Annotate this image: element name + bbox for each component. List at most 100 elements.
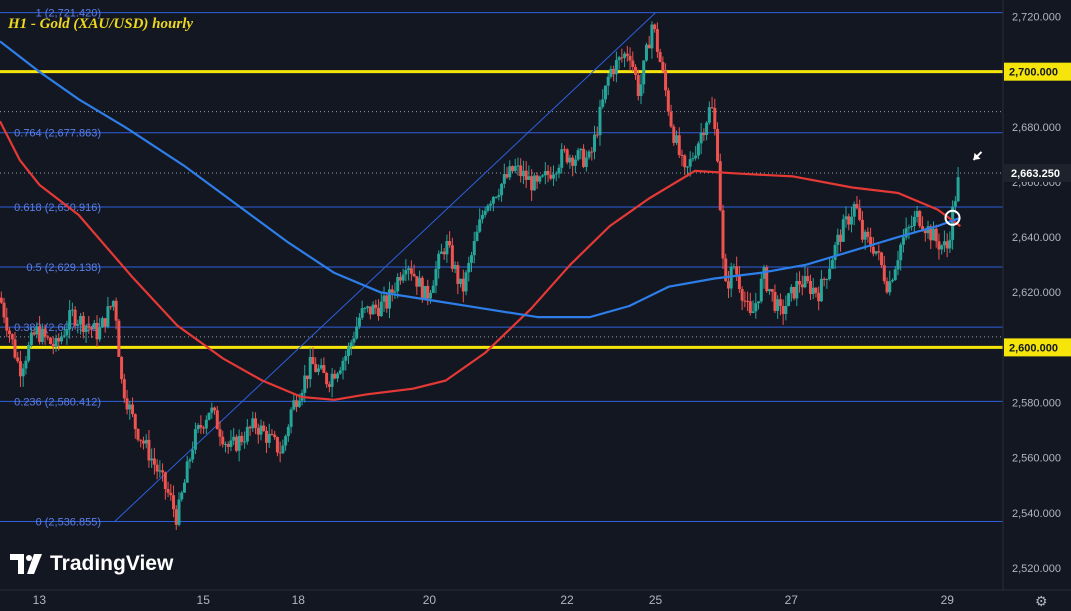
candle-body — [819, 278, 823, 302]
candle-body — [628, 55, 632, 61]
candle-body — [718, 161, 722, 211]
candle-body — [73, 309, 77, 326]
candle-body — [489, 203, 493, 206]
candle-body — [472, 241, 476, 256]
ma-red-line — [0, 120, 962, 401]
candle-body — [505, 174, 509, 178]
fibonacci-levels: 1 (2,721.420) 0.764 (2,677.863) 0.618 (2,6… — [0, 8, 1003, 528]
candle-body — [664, 70, 668, 91]
candle-body — [141, 440, 145, 444]
candle-body — [601, 99, 605, 107]
candle-body — [500, 183, 504, 196]
candle-body — [631, 60, 635, 67]
candle-body — [68, 310, 72, 330]
candle-body — [942, 241, 946, 246]
crossover-circle — [944, 209, 961, 226]
candle-body — [169, 492, 173, 496]
candle-body — [420, 277, 424, 300]
candle-body — [396, 277, 400, 292]
candle-body — [532, 175, 536, 191]
candle-body — [43, 328, 47, 337]
candle-body — [527, 176, 531, 180]
candle-body — [363, 308, 367, 310]
candle-body — [612, 68, 616, 75]
candle-body — [275, 437, 279, 453]
candle-body — [716, 128, 720, 162]
candle-body — [480, 214, 484, 220]
candle-body — [751, 311, 755, 313]
candle-body — [579, 148, 583, 151]
candle-body — [229, 440, 233, 447]
candle-body — [483, 210, 487, 215]
candle-body — [464, 272, 468, 292]
candle-body — [562, 149, 566, 151]
candle-body — [415, 276, 419, 287]
candle-body — [650, 24, 654, 49]
candle-body — [29, 332, 33, 345]
candle-body — [923, 230, 927, 234]
candle-body — [513, 166, 517, 172]
candle-body — [866, 231, 870, 237]
last-price-label: 2,663.250 — [1011, 168, 1060, 180]
candle-body — [511, 166, 515, 172]
candle-body — [243, 441, 247, 443]
candle-body — [478, 219, 482, 232]
candle-body — [221, 436, 225, 445]
candle-body — [330, 373, 334, 387]
candle-body — [584, 157, 588, 167]
candle-body — [754, 303, 758, 312]
candle-body — [948, 239, 952, 249]
candle-body — [232, 436, 236, 441]
candle-body — [844, 216, 848, 220]
x-tick-label: 27 — [785, 593, 799, 607]
candle-body — [374, 304, 378, 308]
tradingview-logo: TradingView — [10, 552, 173, 576]
candle-body — [144, 439, 148, 444]
candle-body — [675, 135, 679, 143]
candle-body — [825, 279, 829, 281]
candle-body — [401, 274, 405, 281]
candle-body — [803, 276, 807, 288]
candle-body — [16, 357, 20, 362]
candle-body — [114, 300, 118, 321]
candle-body — [937, 241, 941, 250]
candle-body — [699, 132, 703, 144]
candle-body — [541, 175, 545, 177]
candle-body — [582, 148, 586, 167]
candle-body — [308, 357, 312, 380]
candle-body — [428, 292, 432, 299]
settings-gear-icon[interactable]: ⚙ — [1035, 593, 1048, 609]
candle-body — [431, 285, 435, 293]
candle-body — [625, 53, 629, 56]
candle-body — [360, 308, 364, 318]
candle-body — [620, 57, 624, 59]
candle-body — [524, 170, 528, 180]
candle-body — [543, 171, 547, 176]
candle-body — [117, 320, 121, 357]
candle-body — [508, 166, 512, 178]
candle-body — [423, 286, 427, 300]
candle-body — [880, 252, 884, 266]
candle-body — [264, 430, 268, 443]
candle-body — [888, 281, 892, 293]
candle-body — [311, 357, 315, 365]
candle-body — [40, 328, 44, 342]
candle-body — [784, 306, 788, 314]
candle-body — [338, 370, 342, 374]
candle-body — [24, 360, 28, 369]
candle-body — [409, 268, 413, 274]
candle-body — [136, 429, 140, 440]
fib-label: 0.236 (2,580.412) — [14, 396, 101, 408]
candle-body — [658, 51, 662, 62]
candle-body — [18, 361, 22, 377]
candle-body — [286, 426, 290, 437]
y-tick-label: 2,540.000 — [1012, 508, 1061, 520]
candle-body — [672, 126, 676, 143]
candle-body — [38, 326, 42, 342]
candle-body — [90, 327, 94, 330]
candle-body — [606, 76, 610, 86]
candle-body — [634, 66, 638, 76]
candle-body — [100, 318, 104, 328]
candle-body — [393, 291, 397, 293]
candle-body — [828, 268, 832, 280]
